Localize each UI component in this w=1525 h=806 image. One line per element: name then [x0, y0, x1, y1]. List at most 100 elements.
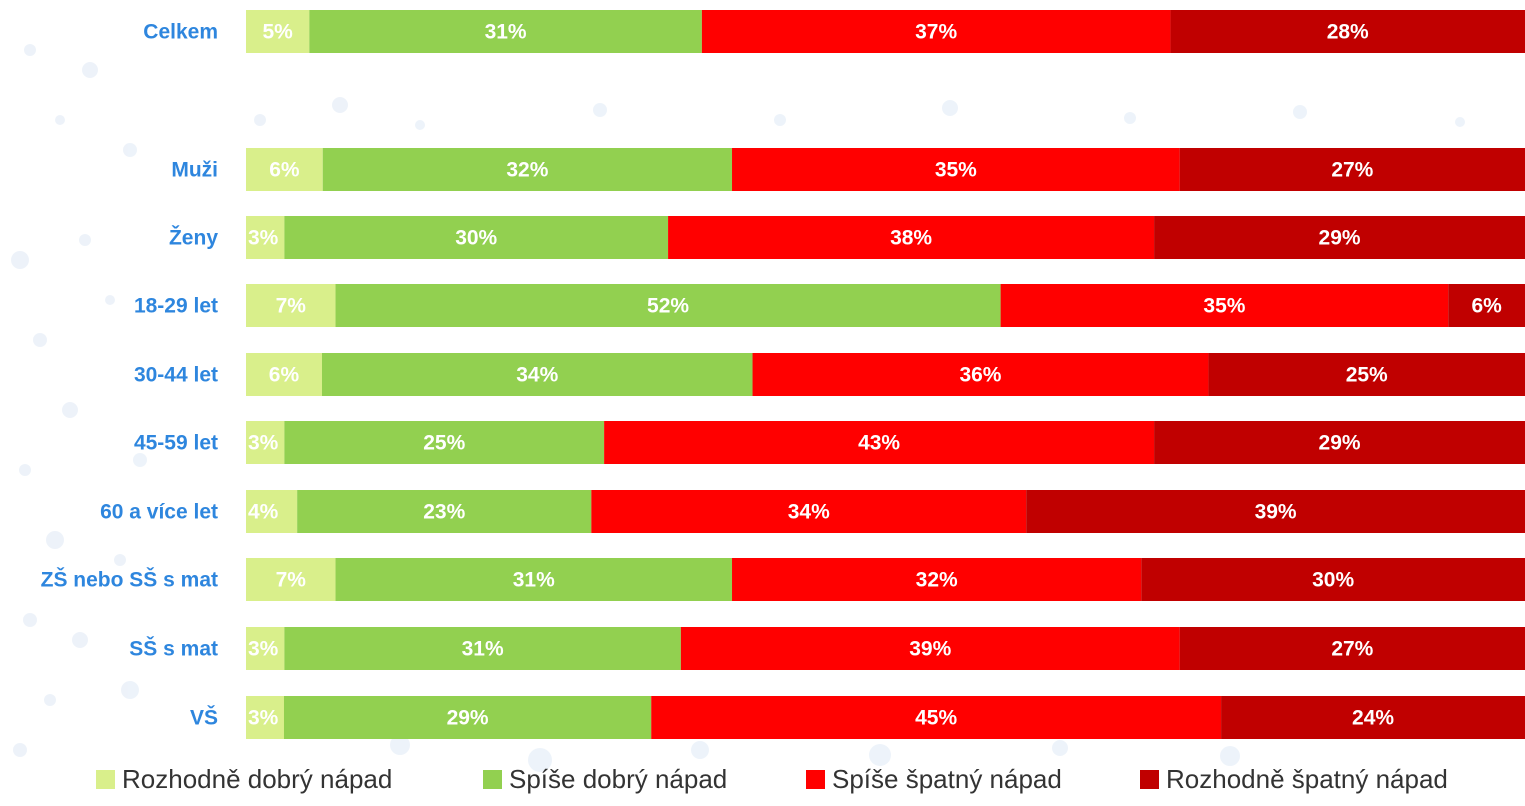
bar-segment-vs-spise-spatny-napad: [651, 696, 1222, 739]
bar-segment-celkem-spise-dobry-napad: [309, 10, 702, 53]
bar-segment-zeny-rozhodne-spatny-napad: [1154, 216, 1525, 259]
category-label-zeny: Ženy: [169, 226, 218, 250]
legend-swatch-rozhodne-dobry: [96, 770, 115, 789]
data-label-45-59-let-spise-dobry-napad: 25%: [423, 432, 465, 455]
category-label-celkem: Celkem: [143, 21, 218, 44]
bar-segment-ss-s-mat-spise-spatny-napad: [680, 627, 1180, 670]
bar-row-vs: VŠ 3% 29% 45% 24%: [190, 696, 1525, 739]
category-label-zs-nebo-ss-s-mat: ZŠ nebo SŠ s mat: [41, 568, 218, 592]
data-label-18-29-let-spise-spatny-napad: 35%: [1203, 295, 1245, 318]
legend-item-rozhodne-spatny: Rozhodně špatný nápad: [1140, 764, 1448, 795]
bar-row-zeny: Ženy 3% 30% 38% 29%: [169, 216, 1525, 259]
bar-segment-18-29-let-rozhodne-dobry-napad: [246, 284, 336, 327]
data-label-18-29-let-spise-dobry-napad: 52%: [647, 295, 689, 318]
data-label-60-a-vice-let-spise-dobry-napad: 23%: [423, 501, 465, 524]
data-label-vs-rozhodne-dobry-napad: 3%: [248, 707, 279, 730]
data-label-30-44-let-rozhodne-dobry-napad: 6%: [269, 364, 300, 387]
data-label-45-59-let-rozhodne-spatny-napad: 29%: [1319, 432, 1361, 455]
bar-segment-45-59-let-rozhodne-spatny-napad: [1154, 421, 1525, 464]
data-label-zeny-spise-spatny-napad: 38%: [890, 227, 932, 250]
legend-item-spise-spatny: Spíše špatný nápad: [806, 764, 1062, 795]
bar-segment-45-59-let-spise-spatny-napad: [604, 421, 1155, 464]
category-label-vs: VŠ: [190, 706, 218, 730]
bar-segment-18-29-let-spise-dobry-napad: [335, 284, 1001, 327]
data-label-zeny-spise-dobry-napad: 30%: [455, 227, 497, 250]
bar-segment-celkem-rozhodne-dobry-napad: [246, 10, 310, 53]
data-label-ss-s-mat-spise-spatny-napad: 39%: [909, 638, 951, 661]
data-label-celkem-rozhodne-dobry-napad: 5%: [262, 21, 293, 44]
legend-item-spise-dobry: Spíše dobrý nápad: [483, 764, 727, 795]
bar-segment-18-29-let-spise-spatny-napad: [1000, 284, 1449, 327]
data-label-18-29-let-rozhodne-spatny-napad: 6%: [1471, 295, 1502, 318]
bar-segment-zs-nebo-ss-s-mat-spise-dobry-napad: [335, 558, 733, 601]
legend-swatch-rozhodne-spatny: [1140, 770, 1159, 789]
bar-segment-zs-nebo-ss-s-mat-rozhodne-dobry-napad: [246, 558, 336, 601]
bar-segment-30-44-let-spise-spatny-napad: [752, 353, 1209, 396]
bar-segment-ss-s-mat-rozhodne-dobry-napad: [246, 627, 285, 670]
data-label-muzi-rozhodne-dobry-napad: 6%: [269, 159, 300, 182]
category-label-45-59-let: 45-59 let: [134, 432, 218, 455]
bar-segment-45-59-let-rozhodne-dobry-napad: [246, 421, 285, 464]
bar-segment-muzi-rozhodne-dobry-napad: [246, 148, 323, 191]
data-label-zs-nebo-ss-s-mat-rozhodne-spatny-napad: 30%: [1312, 569, 1354, 592]
bar-segment-vs-spise-dobry-napad: [283, 696, 652, 739]
bar-segment-60-a-vice-let-spise-dobry-napad: [297, 490, 592, 533]
category-label-18-29-let: 18-29 let: [134, 295, 218, 318]
bar-row-30-44-let: 30-44 let 6% 34% 36% 25%: [134, 353, 1525, 396]
bar-row-muzi: Muži 6% 32% 35% 27%: [171, 148, 1525, 191]
category-label-muzi: Muži: [171, 159, 218, 182]
legend-label-spise-spatny: Spíše špatný nápad: [832, 764, 1062, 794]
bar-segment-30-44-let-spise-dobry-napad: [321, 353, 753, 396]
bar-row-18-29-let: 18-29 let 7% 52% 35% 6%: [134, 284, 1525, 327]
bar-row-zs-nebo-ss-s-mat: ZŠ nebo SŠ s mat 7% 31% 32% 30%: [41, 558, 1525, 601]
data-label-ss-s-mat-spise-dobry-napad: 31%: [462, 638, 504, 661]
stacked-bar-chart: Celkem 5% 31% 37% 28% Muži 6% 32% 35% 27% Ženy 3% 30…: [41, 10, 1525, 739]
bar-segment-muzi-spise-dobry-napad: [322, 148, 733, 191]
data-label-celkem-spise-spatny-napad: 37%: [915, 21, 957, 44]
bar-segment-60-a-vice-let-rozhodne-dobry-napad: [246, 490, 298, 533]
data-label-45-59-let-spise-spatny-napad: 43%: [858, 432, 900, 455]
legend-swatch-spise-dobry: [483, 770, 502, 789]
bar-segment-zs-nebo-ss-s-mat-spise-spatny-napad: [732, 558, 1142, 601]
data-label-celkem-spise-dobry-napad: 31%: [485, 21, 527, 44]
legend-item-rozhodne-dobry: Rozhodně dobrý nápad: [96, 764, 392, 795]
chart-legend: Rozhodně dobrý nápad Spíše dobrý nápad S…: [0, 760, 1525, 806]
bar-segment-45-59-let-spise-dobry-napad: [284, 421, 605, 464]
data-label-muzi-spise-spatny-napad: 35%: [935, 159, 977, 182]
data-label-30-44-let-rozhodne-spatny-napad: 25%: [1346, 364, 1388, 387]
data-label-muzi-spise-dobry-napad: 32%: [506, 159, 548, 182]
category-label-ss-s-mat: SŠ s mat: [129, 637, 218, 661]
legend-label-rozhodne-dobry: Rozhodně dobrý nápad: [122, 764, 393, 794]
data-label-vs-spise-spatny-napad: 45%: [915, 707, 957, 730]
data-label-ss-s-mat-rozhodne-dobry-napad: 3%: [248, 638, 279, 661]
bar-segment-30-44-let-rozhodne-dobry-napad: [246, 353, 322, 396]
bar-segment-60-a-vice-let-rozhodne-spatny-napad: [1026, 490, 1525, 533]
bar-row-45-59-let: 45-59 let 3% 25% 43% 29%: [134, 421, 1525, 464]
data-label-ss-s-mat-rozhodne-spatny-napad: 27%: [1331, 638, 1373, 661]
data-label-celkem-rozhodne-spatny-napad: 28%: [1327, 21, 1369, 44]
bar-segment-ss-s-mat-rozhodne-spatny-napad: [1179, 627, 1525, 670]
bar-segment-zeny-spise-spatny-napad: [668, 216, 1155, 259]
bar-segment-zeny-rozhodne-dobry-napad: [246, 216, 285, 259]
category-label-30-44-let: 30-44 let: [134, 364, 218, 387]
bar-segment-zeny-spise-dobry-napad: [284, 216, 669, 259]
data-label-18-29-let-rozhodne-dobry-napad: 7%: [276, 295, 307, 318]
bar-segment-celkem-spise-spatny-napad: [701, 10, 1171, 53]
data-label-60-a-vice-let-rozhodne-spatny-napad: 39%: [1255, 501, 1297, 524]
data-label-30-44-let-spise-dobry-napad: 34%: [516, 364, 558, 387]
data-label-60-a-vice-let-spise-spatny-napad: 34%: [788, 501, 830, 524]
data-label-muzi-rozhodne-spatny-napad: 27%: [1331, 159, 1373, 182]
data-label-zs-nebo-ss-s-mat-spise-spatny-napad: 32%: [916, 569, 958, 592]
bar-row-ss-s-mat: SŠ s mat 3% 31% 39% 27%: [129, 627, 1525, 670]
bar-segment-30-44-let-rozhodne-spatny-napad: [1208, 353, 1525, 396]
category-label-60-a-vice-let: 60 a více let: [100, 501, 218, 524]
data-label-zeny-rozhodne-spatny-napad: 29%: [1319, 227, 1361, 250]
bar-segment-muzi-rozhodne-spatny-napad: [1179, 148, 1525, 191]
bar-row-celkem: Celkem 5% 31% 37% 28%: [143, 10, 1525, 53]
data-label-zs-nebo-ss-s-mat-rozhodne-dobry-napad: 7%: [276, 569, 307, 592]
bar-segment-vs-rozhodne-spatny-napad: [1221, 696, 1525, 739]
legend-label-rozhodne-spatny: Rozhodně špatný nápad: [1166, 764, 1448, 794]
data-label-45-59-let-rozhodne-dobry-napad: 3%: [248, 432, 279, 455]
bar-segment-18-29-let-rozhodne-spatny-napad: [1448, 284, 1525, 327]
